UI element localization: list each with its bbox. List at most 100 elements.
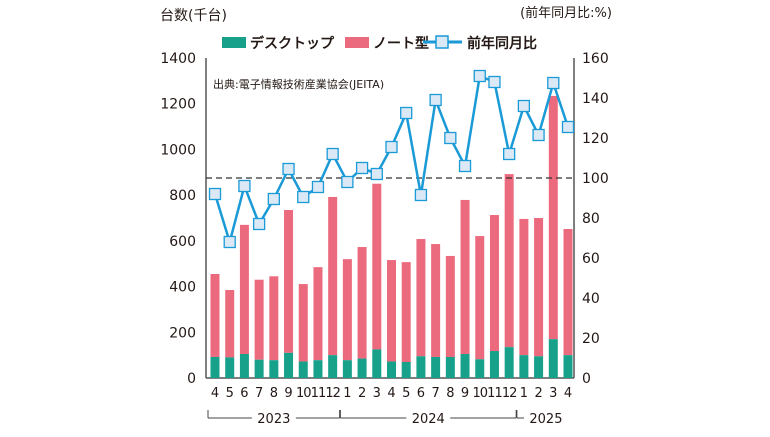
x-tick-label: 4 [211,386,219,401]
bar-notebook [210,274,220,357]
point-yoy [311,180,325,194]
bar-desktop [416,356,426,378]
x-tick-label: 12 [325,386,340,401]
x-tick-label: 9 [461,386,469,401]
point-yoy [473,69,486,83]
bar-desktop [239,354,249,378]
right-tick-label: 140 [582,91,609,107]
legend-marker-yoy [435,35,449,49]
bar-desktop [225,357,235,378]
point-yoy [561,120,575,134]
bar-desktop [460,354,470,378]
legend-label-yoy: 前年同月比 [467,35,537,52]
point-yoy [400,106,413,120]
left-tick-label: 200 [169,325,196,341]
left-tick-label: 600 [169,234,196,250]
left-tick-label: 1000 [160,142,196,158]
bar-notebook [372,183,382,350]
bar-desktop [313,360,323,378]
bar-notebook [504,174,514,348]
bar-desktop [298,361,308,378]
bar-notebook [284,210,294,353]
x-tick-label: 6 [417,386,425,401]
bar-notebook [416,239,426,357]
bar-desktop [254,359,264,378]
bar-desktop [372,349,382,378]
right-tick-label: 100 [582,171,609,187]
bar-desktop [342,360,352,378]
left-tick-label: 1400 [160,51,196,67]
x-tick-label: 4 [387,386,395,401]
left-axis-title: 台数(千台) [160,8,227,24]
legend-label-desktop: デスクトップ [250,35,335,52]
bar-desktop [489,351,499,378]
x-tick-label: 7 [431,386,439,401]
point-yoy [267,192,280,206]
point-yoy [297,190,310,204]
legend-swatch-notebook [345,37,369,48]
x-tick-label: 2 [358,386,366,401]
x-tick-label: 5 [226,386,234,401]
right-tick-label: 160 [582,51,609,67]
right-tick-label: 80 [582,211,600,227]
bar-notebook [342,259,352,361]
bar-notebook [445,255,455,357]
legend: デスクトップ ノート型 前年同月比 [222,35,537,52]
bar-notebook [239,224,249,354]
x-tick-label: 1 [520,386,528,401]
x-tick-label: 12 [502,386,517,401]
bar-desktop [504,347,514,378]
bar-desktop [563,355,573,378]
bar-desktop [475,359,485,378]
bar-notebook [328,196,338,356]
x-tick-label: 2 [534,386,542,401]
bar-desktop [269,360,279,378]
x-tick-label: 1 [343,386,351,401]
point-yoy [385,140,398,154]
point-yoy [429,93,442,107]
bar-notebook [534,218,544,357]
x-tick-label: 3 [373,386,381,401]
point-yoy [252,217,266,231]
x-tick-label: 5 [402,386,410,401]
year-label: 2024 [412,412,445,427]
point-yoy [223,235,236,249]
x-tick-label: 8 [446,386,454,401]
bar-notebook [489,215,499,352]
bar-notebook [548,95,558,340]
bar-desktop [431,356,441,378]
point-yoy [414,188,428,202]
bar-desktop [519,355,529,378]
point-yoy [532,128,545,142]
plot-area: 0200400600800100012001400020406080100120… [160,51,608,427]
bar-desktop [357,358,367,378]
bar-notebook [269,276,279,361]
left-tick-label: 800 [169,188,196,204]
point-yoy [503,147,516,161]
point-yoy [238,179,251,193]
left-tick-label: 0 [187,371,196,387]
bar-desktop [548,339,558,378]
point-yoy [355,161,369,175]
x-tick-label: 11 [487,386,502,401]
point-yoy [488,75,501,89]
right-axis-title: (前年同月比:%) [520,5,612,21]
bar-notebook [431,244,441,357]
point-yoy [370,167,383,181]
point-yoy [208,187,222,201]
bar-desktop [445,356,455,378]
right-tick-label: 20 [582,331,600,347]
bar-desktop [328,355,338,378]
bar-desktop [534,356,544,378]
x-tick-label: 10 [296,386,311,401]
x-tick-label: 4 [564,386,572,401]
point-yoy [547,76,560,90]
bar-desktop [401,362,411,378]
bar-desktop [284,352,294,378]
bar-desktop [210,356,220,378]
bar-notebook [519,218,529,356]
bar-notebook [357,247,367,359]
bar-notebook [313,267,323,361]
right-tick-label: 40 [582,291,600,307]
